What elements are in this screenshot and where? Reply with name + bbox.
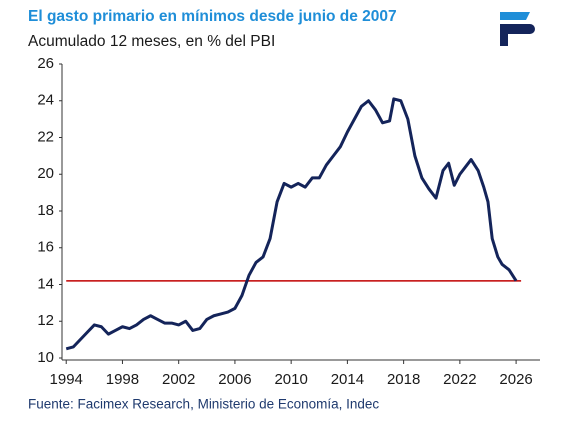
x-tick-label: 2022	[443, 371, 476, 388]
x-tick-label: 2010	[274, 371, 307, 388]
x-tick-label: 2006	[218, 371, 251, 388]
y-tick-label: 10	[37, 349, 54, 366]
x-tick-label: 1994	[50, 371, 83, 388]
y-tick-label: 18	[37, 202, 54, 219]
chart-title: El gasto primario en mínimos desde junio…	[28, 8, 397, 25]
y-tick-label: 24	[37, 92, 54, 109]
data-line	[65, 97, 518, 351]
x-tick-label: 1998	[106, 371, 139, 388]
y-tick-label: 22	[37, 128, 54, 145]
logo	[500, 12, 535, 46]
y-tick-label: 16	[37, 239, 54, 256]
y-tick-label: 20	[37, 165, 54, 182]
y-tick-label: 12	[37, 312, 54, 329]
y-tick-label: 14	[37, 275, 54, 292]
x-tick-label: 2014	[331, 371, 364, 388]
chart-source: Fuente: Facimex Research, Ministerio de …	[28, 397, 379, 412]
chart-subtitle: Acumulado 12 meses, en % del PBI	[28, 33, 275, 50]
x-tick-label: 2002	[162, 371, 195, 388]
y-tick-label: 26	[37, 55, 54, 72]
x-tick-label: 2026	[499, 371, 532, 388]
x-tick-label: 2018	[387, 371, 420, 388]
